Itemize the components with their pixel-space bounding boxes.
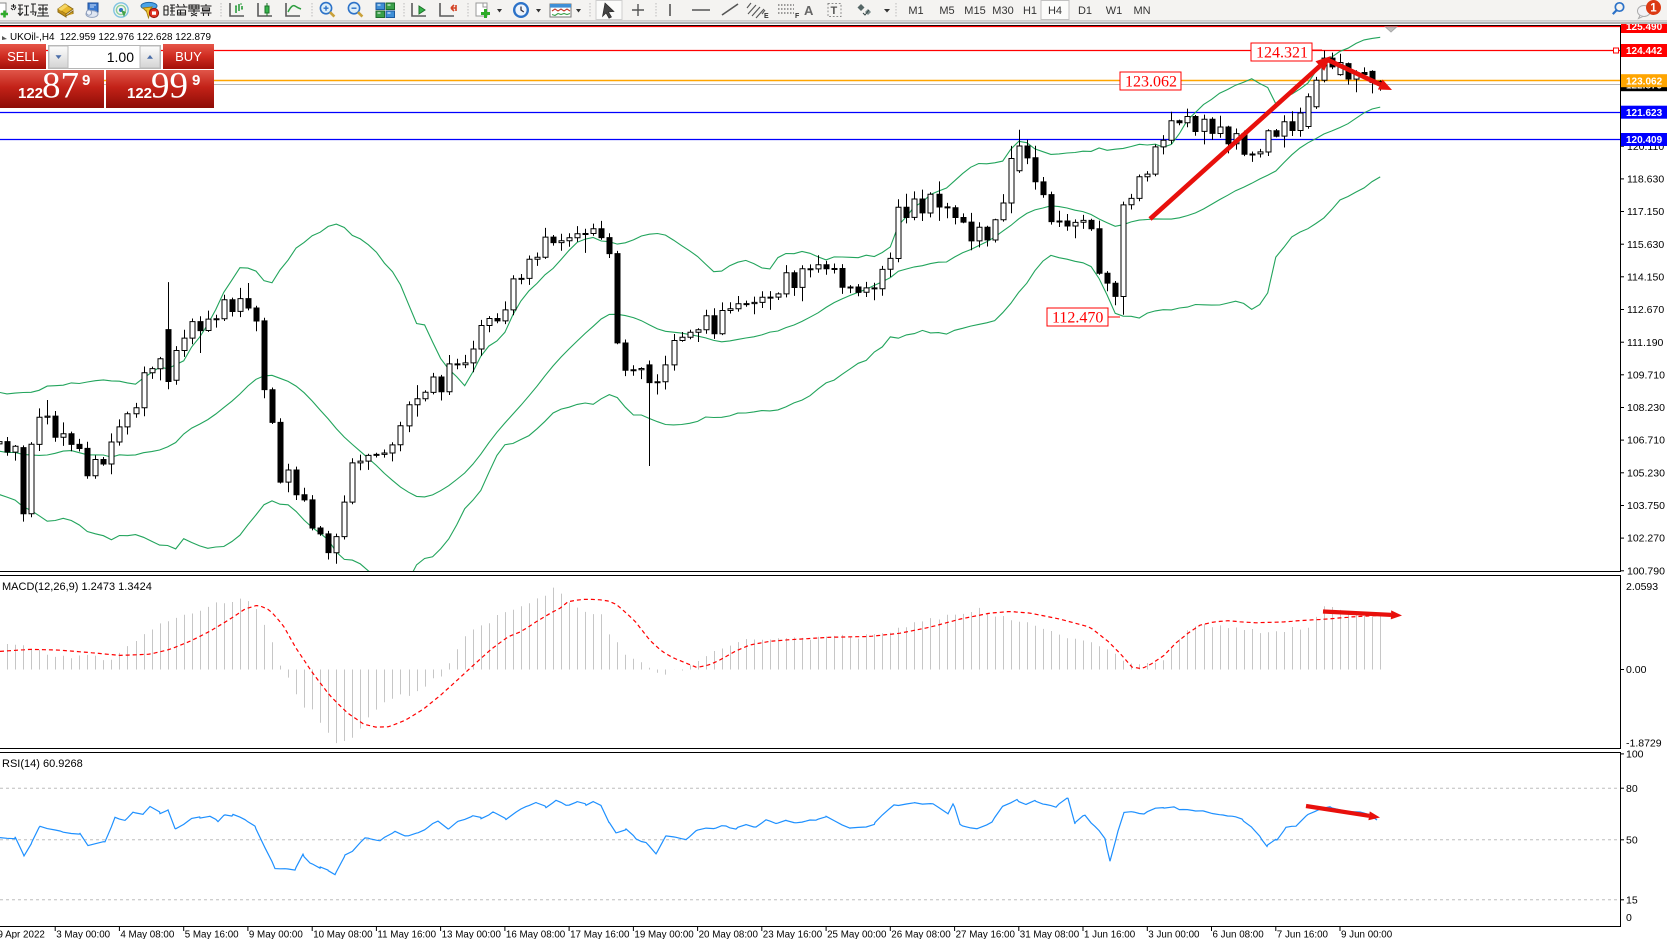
- svg-text:7 Jun 16:00: 7 Jun 16:00: [1277, 930, 1329, 939]
- svg-text:29 Apr 2022: 29 Apr 2022: [0, 930, 45, 939]
- svg-text:87: 87: [42, 66, 79, 107]
- svg-text:106.710: 106.710: [1627, 435, 1665, 447]
- svg-text:M15: M15: [964, 5, 985, 17]
- svg-text:UKOil-,H4 122.959 122.976 122: UKOil-,H4 122.959 122.976 122.628 122.87…: [10, 32, 211, 43]
- svg-text:112.470: 112.470: [1052, 310, 1103, 327]
- svg-text:102.270: 102.270: [1627, 533, 1665, 545]
- svg-text:D1: D1: [1078, 5, 1092, 17]
- svg-text:F: F: [795, 13, 800, 20]
- svg-text:123.062: 123.062: [1626, 76, 1663, 87]
- svg-text:112.670: 112.670: [1627, 304, 1664, 316]
- svg-text:11 May 16:00: 11 May 16:00: [377, 930, 436, 939]
- svg-text:15: 15: [1626, 894, 1638, 906]
- svg-text:RSI(14) 60.9268: RSI(14) 60.9268: [2, 758, 83, 770]
- svg-text:9 May 00:00: 9 May 00:00: [249, 930, 303, 939]
- svg-text:E: E: [764, 13, 769, 20]
- svg-text:20 May 08:00: 20 May 08:00: [699, 930, 759, 939]
- svg-text:MACD(12,26,9) 1.2473 1.3424: MACD(12,26,9) 1.2473 1.3424: [2, 581, 152, 593]
- svg-text:H4: H4: [1048, 5, 1062, 17]
- svg-text:122: 122: [18, 85, 43, 102]
- svg-text:1: 1: [1650, 3, 1657, 15]
- svg-text:2.0593: 2.0593: [1626, 581, 1658, 593]
- svg-text:23 May 16:00: 23 May 16:00: [763, 930, 823, 939]
- svg-text:103.750: 103.750: [1627, 500, 1665, 512]
- svg-text:25 May 00:00: 25 May 00:00: [827, 930, 887, 939]
- svg-text:100: 100: [1626, 749, 1644, 761]
- svg-text:27 May 16:00: 27 May 16:00: [956, 930, 1016, 939]
- svg-text:4 May 08:00: 4 May 08:00: [120, 930, 174, 939]
- svg-text:111.190: 111.190: [1627, 337, 1664, 349]
- svg-text:-1.8729: -1.8729: [1626, 738, 1662, 750]
- svg-text:105.230: 105.230: [1627, 467, 1665, 479]
- svg-text:100.790: 100.790: [1627, 565, 1665, 577]
- svg-text:50: 50: [1626, 834, 1638, 846]
- svg-text:19 May 00:00: 19 May 00:00: [634, 930, 694, 939]
- svg-text:1 Jun 16:00: 1 Jun 16:00: [1084, 930, 1136, 939]
- svg-text:121.623: 121.623: [1626, 108, 1663, 119]
- svg-text:17 May 16:00: 17 May 16:00: [570, 930, 630, 939]
- svg-text:109.710: 109.710: [1627, 369, 1665, 381]
- svg-text:123.062: 123.062: [1125, 74, 1177, 91]
- svg-text:125.490: 125.490: [1626, 22, 1663, 33]
- svg-text:BUY: BUY: [175, 49, 202, 64]
- svg-text:80: 80: [1626, 783, 1638, 795]
- svg-text:108.230: 108.230: [1627, 402, 1665, 414]
- svg-text:6 Jun 08:00: 6 Jun 08:00: [1213, 930, 1265, 939]
- svg-text:99: 99: [151, 66, 188, 107]
- svg-text:A: A: [804, 3, 814, 18]
- svg-text:3 Jun 00:00: 3 Jun 00:00: [1148, 930, 1200, 939]
- svg-text:26 May 08:00: 26 May 08:00: [891, 930, 951, 939]
- svg-text:0.00: 0.00: [1626, 664, 1647, 676]
- svg-text:M5: M5: [939, 5, 954, 17]
- svg-text:M1: M1: [908, 5, 923, 17]
- svg-text:13 May 00:00: 13 May 00:00: [442, 930, 502, 939]
- svg-text:114.150: 114.150: [1627, 271, 1664, 283]
- svg-text:H1: H1: [1023, 5, 1037, 17]
- svg-text:9: 9: [192, 72, 200, 89]
- svg-text:T: T: [831, 5, 838, 17]
- svg-text:W1: W1: [1106, 5, 1123, 17]
- svg-text:9 Jun 00:00: 9 Jun 00:00: [1341, 930, 1393, 939]
- svg-text:115.630: 115.630: [1627, 239, 1664, 251]
- svg-text:3 May 00:00: 3 May 00:00: [56, 930, 110, 939]
- svg-text:16 May 08:00: 16 May 08:00: [506, 930, 566, 939]
- svg-text:9: 9: [82, 72, 90, 89]
- svg-text:5 May 16:00: 5 May 16:00: [185, 930, 239, 939]
- svg-text:122: 122: [127, 85, 152, 102]
- svg-text:124.442: 124.442: [1626, 46, 1663, 57]
- svg-text:SELL: SELL: [7, 49, 39, 64]
- svg-text:117.150: 117.150: [1627, 206, 1664, 218]
- svg-text:120.409: 120.409: [1626, 135, 1663, 146]
- svg-text:1.00: 1.00: [107, 49, 134, 65]
- svg-text:0: 0: [1626, 912, 1632, 924]
- svg-text:10 May 08:00: 10 May 08:00: [313, 930, 373, 939]
- svg-text:M30: M30: [992, 5, 1013, 17]
- svg-text:31 May 08:00: 31 May 08:00: [1020, 930, 1080, 939]
- svg-text:124.321: 124.321: [1256, 45, 1308, 62]
- svg-text:118.630: 118.630: [1627, 174, 1664, 186]
- svg-text:MN: MN: [1133, 5, 1150, 17]
